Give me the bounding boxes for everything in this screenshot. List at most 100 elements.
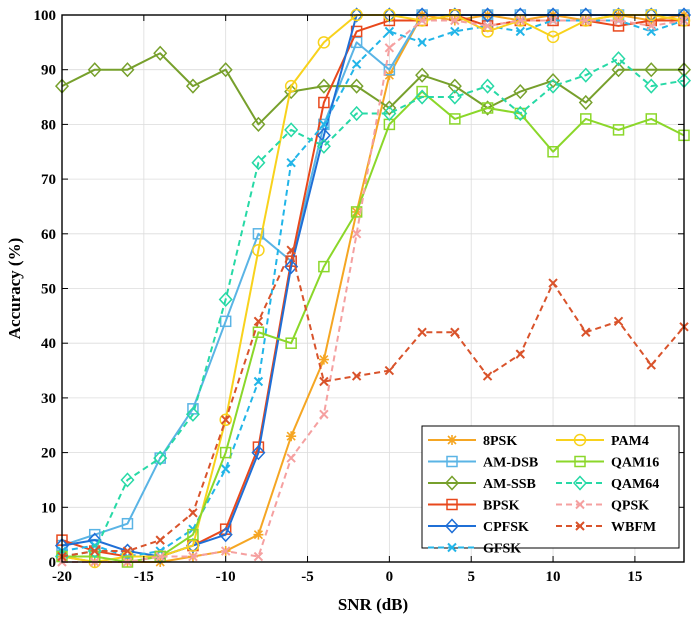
data-point-qam64: [415, 89, 430, 105]
data-point-qpsk: [319, 409, 329, 420]
series-line-qpsk: [62, 19, 685, 563]
data-point-qam64: [447, 89, 462, 105]
x-tick-label: 0: [386, 569, 394, 585]
data-point-qam64: [513, 105, 528, 122]
data-point-qam64: [120, 472, 135, 488]
data-point-qpsk: [384, 43, 395, 53]
y-tick-label: 80: [41, 117, 56, 133]
data-point-am-dsb: [252, 228, 265, 240]
x-axis-title: SNR (dB): [338, 595, 408, 614]
data-point-am-ssb: [513, 83, 528, 100]
data-point-bpsk: [318, 96, 330, 109]
data-point-qam16: [612, 124, 625, 136]
data-point-gfsk: [351, 59, 362, 69]
data-point-qam16: [285, 337, 297, 349]
legend: 8PSK AM-DSB AM-SSB BPSK CPFSK GFSK PAM4 QAM16 QA…: [421, 425, 680, 557]
data-point-qam16: [252, 326, 265, 339]
data-point-qpsk: [351, 229, 362, 239]
data-point-am-ssb: [153, 45, 168, 61]
data-point-wbfm: [581, 327, 591, 337]
series-line-qam64: [61, 57, 685, 558]
data-point-gfsk: [450, 26, 460, 37]
legend-swatch-marker: [446, 498, 458, 511]
data-point-am-ssb: [382, 100, 397, 116]
data-point-qpsk: [188, 551, 198, 562]
legend-label: WBFM: [611, 520, 656, 535]
legend-swatch-marker: [444, 475, 460, 491]
x-tick-label: 15: [627, 569, 642, 585]
legend-swatch-marker: [444, 518, 460, 534]
legend-item-am-ssb: AM-SSB: [428, 475, 536, 492]
y-tick-label: 20: [41, 446, 56, 462]
data-point-qpsk: [581, 15, 591, 26]
data-point-am-dsb: [121, 517, 134, 530]
legend-item-qam16: QAM16: [556, 456, 659, 471]
data-point-qam16: [350, 206, 363, 218]
data-point-qam64: [644, 78, 659, 94]
tick-layer: -20 -15 -10 -5 0 5 10 15 0 10 20 30 40 50 60 70 80 90 100: [34, 8, 684, 585]
data-point-qam64: [284, 122, 299, 138]
data-point-qpsk: [417, 15, 427, 26]
data-point-cpfsk: [251, 444, 266, 461]
y-tick-label: 100: [34, 8, 57, 24]
data-point-am-ssb: [415, 67, 430, 83]
x-tick-label: -5: [301, 569, 314, 585]
data-point-pam4: [317, 36, 331, 49]
legend-item-pam4: PAM4: [556, 433, 649, 449]
data-point-pam4: [252, 243, 265, 257]
data-point-qpsk: [220, 546, 231, 556]
legend-box: [421, 425, 680, 549]
data-point-qam16: [187, 528, 199, 541]
data-point-qam64: [185, 406, 200, 422]
data-point-qam16: [481, 102, 494, 114]
legend-swatch-marker: [447, 542, 457, 553]
data-point-am-dsb: [219, 315, 232, 328]
data-point-am-ssb: [578, 94, 593, 111]
data-point-qam16: [318, 260, 330, 273]
x-tick-label: 5: [467, 569, 475, 585]
data-point-am-ssb: [546, 73, 561, 89]
series-line-am-ssb: [61, 52, 684, 126]
data-point-am-dsb: [383, 63, 396, 76]
data-point-gfsk: [253, 376, 264, 387]
data-point-wbfm: [351, 371, 362, 381]
data-point-qpsk: [482, 21, 493, 31]
legend-label: QPSK: [611, 499, 649, 514]
data-point-qam16: [219, 446, 232, 459]
data-point-wbfm: [548, 278, 558, 288]
y-tick-label: 30: [41, 391, 56, 407]
x-tick-label: -10: [216, 569, 236, 585]
y-tick-label: 40: [41, 336, 56, 352]
data-point-am-ssb: [120, 62, 135, 78]
data-point-am-ssb: [611, 62, 626, 78]
y-tick-label: 70: [41, 172, 56, 188]
data-point-qpsk: [155, 551, 165, 562]
data-point-gfsk: [515, 26, 526, 37]
data-point-qam64: [382, 105, 397, 122]
data-point-cpfsk: [185, 537, 200, 554]
data-point-8psk: [286, 431, 297, 442]
data-point-cpfsk: [316, 127, 331, 143]
data-point-qam64: [153, 450, 168, 466]
data-point-qam16: [580, 113, 592, 125]
data-point-wbfm: [482, 371, 493, 381]
data-point-wbfm: [90, 546, 100, 556]
data-point-wbfm: [220, 415, 231, 425]
data-point-wbfm: [613, 316, 624, 327]
data-point-qam64: [578, 67, 593, 83]
legend-item-qam64: QAM64: [556, 475, 659, 492]
legend-item-cpfsk: CPFSK: [428, 518, 529, 535]
series-qpsk: [57, 15, 689, 567]
legend-label: PAM4: [611, 434, 649, 449]
x-tick-label: -20: [52, 569, 72, 585]
series-am-ssb: [54, 45, 692, 133]
series-wbfm: [57, 245, 689, 562]
data-point-gfsk: [319, 119, 329, 130]
data-point-cpfsk: [382, 7, 397, 23]
data-point-wbfm: [188, 508, 198, 518]
legend-item-qpsk: QPSK: [556, 499, 649, 514]
data-point-wbfm: [417, 327, 427, 337]
data-point-wbfm: [384, 365, 395, 376]
y-axis-title: Accuracy (%): [5, 238, 24, 340]
